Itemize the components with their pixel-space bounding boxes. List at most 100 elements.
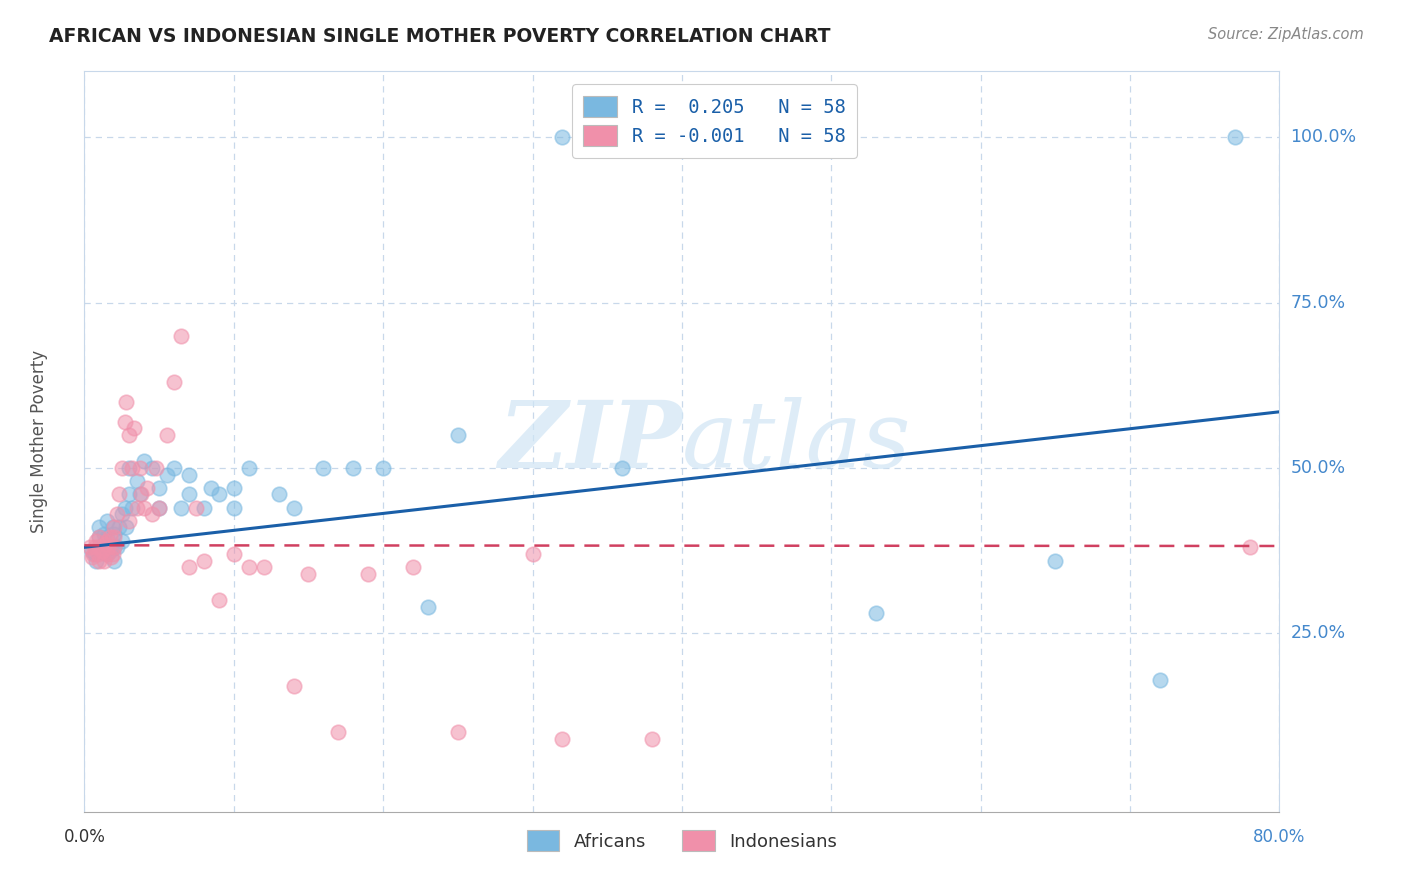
Point bbox=[141, 508, 163, 522]
Text: 0.0%: 0.0% bbox=[63, 829, 105, 847]
Point bbox=[94, 537, 117, 551]
Point bbox=[208, 487, 231, 501]
Point bbox=[87, 547, 110, 561]
Point bbox=[177, 487, 200, 501]
Text: 50.0%: 50.0% bbox=[1291, 459, 1346, 477]
Point bbox=[136, 481, 159, 495]
Point bbox=[447, 725, 470, 739]
Text: 25.0%: 25.0% bbox=[1291, 624, 1346, 642]
Point bbox=[93, 527, 115, 541]
Point bbox=[155, 467, 177, 482]
Point bbox=[328, 725, 350, 739]
Point bbox=[91, 543, 114, 558]
Point bbox=[96, 533, 118, 548]
Point bbox=[163, 461, 186, 475]
Point bbox=[222, 481, 245, 495]
Point bbox=[103, 541, 125, 555]
Point bbox=[186, 500, 208, 515]
Point bbox=[115, 520, 138, 534]
Point bbox=[132, 454, 156, 468]
Point bbox=[86, 553, 108, 567]
Point bbox=[105, 541, 128, 555]
Point bbox=[118, 514, 141, 528]
Point bbox=[96, 547, 118, 561]
Point bbox=[100, 541, 122, 555]
Point bbox=[731, 130, 754, 145]
Point bbox=[155, 428, 177, 442]
Point bbox=[93, 553, 115, 567]
Point bbox=[238, 560, 260, 574]
Point bbox=[83, 541, 105, 555]
Point bbox=[731, 130, 754, 145]
Point bbox=[267, 487, 290, 501]
Point bbox=[170, 500, 193, 515]
Point bbox=[402, 560, 425, 574]
Point bbox=[89, 541, 111, 555]
Point bbox=[522, 547, 544, 561]
Point bbox=[115, 395, 138, 409]
Text: Single Mother Poverty: Single Mother Poverty bbox=[30, 350, 48, 533]
Text: Source: ZipAtlas.com: Source: ZipAtlas.com bbox=[1208, 27, 1364, 42]
Point bbox=[103, 530, 125, 544]
Point bbox=[89, 541, 111, 555]
Point bbox=[208, 593, 231, 607]
Point bbox=[865, 607, 887, 621]
Point bbox=[1149, 673, 1171, 687]
Point bbox=[132, 500, 156, 515]
Point bbox=[114, 415, 136, 429]
Point bbox=[125, 474, 148, 488]
Point bbox=[105, 508, 128, 522]
Point bbox=[118, 461, 141, 475]
Point bbox=[148, 500, 170, 515]
Point bbox=[125, 500, 148, 515]
Point bbox=[297, 566, 319, 581]
Point bbox=[121, 500, 143, 515]
Point bbox=[128, 461, 150, 475]
Point bbox=[101, 520, 124, 534]
Point bbox=[283, 679, 305, 693]
Point bbox=[357, 566, 380, 581]
Text: atlas: atlas bbox=[682, 397, 911, 486]
Point bbox=[145, 461, 167, 475]
Point bbox=[141, 461, 163, 475]
Point bbox=[177, 560, 200, 574]
Point bbox=[193, 553, 215, 567]
Point bbox=[551, 731, 574, 746]
Point bbox=[193, 500, 215, 515]
Point bbox=[98, 543, 121, 558]
Point bbox=[170, 328, 193, 343]
Point bbox=[283, 500, 305, 515]
Point bbox=[222, 547, 245, 561]
Point bbox=[103, 527, 125, 541]
Point bbox=[111, 508, 134, 522]
Point bbox=[342, 461, 364, 475]
Point bbox=[1239, 541, 1261, 555]
Text: 100.0%: 100.0% bbox=[1291, 128, 1357, 146]
Point bbox=[163, 375, 186, 389]
Legend: Africans, Indonesians: Africans, Indonesians bbox=[520, 823, 844, 858]
Point bbox=[83, 547, 105, 561]
Point bbox=[107, 520, 129, 534]
Point bbox=[103, 520, 125, 534]
Point bbox=[80, 550, 103, 565]
Point bbox=[89, 530, 111, 544]
Text: 80.0%: 80.0% bbox=[1253, 829, 1306, 847]
Text: 75.0%: 75.0% bbox=[1291, 293, 1346, 311]
Point bbox=[416, 599, 439, 614]
Point bbox=[129, 487, 152, 501]
Point bbox=[312, 461, 335, 475]
Point bbox=[1045, 553, 1067, 567]
Point bbox=[89, 520, 111, 534]
Point bbox=[114, 500, 136, 515]
Point bbox=[96, 514, 118, 528]
Point bbox=[91, 541, 114, 555]
Point bbox=[107, 487, 129, 501]
Point bbox=[253, 560, 276, 574]
Text: AFRICAN VS INDONESIAN SINGLE MOTHER POVERTY CORRELATION CHART: AFRICAN VS INDONESIAN SINGLE MOTHER POVE… bbox=[49, 27, 831, 45]
Point bbox=[1223, 130, 1246, 145]
Point bbox=[118, 487, 141, 501]
Point bbox=[89, 553, 111, 567]
Point bbox=[200, 481, 222, 495]
Point bbox=[122, 421, 145, 435]
Point bbox=[103, 541, 125, 555]
